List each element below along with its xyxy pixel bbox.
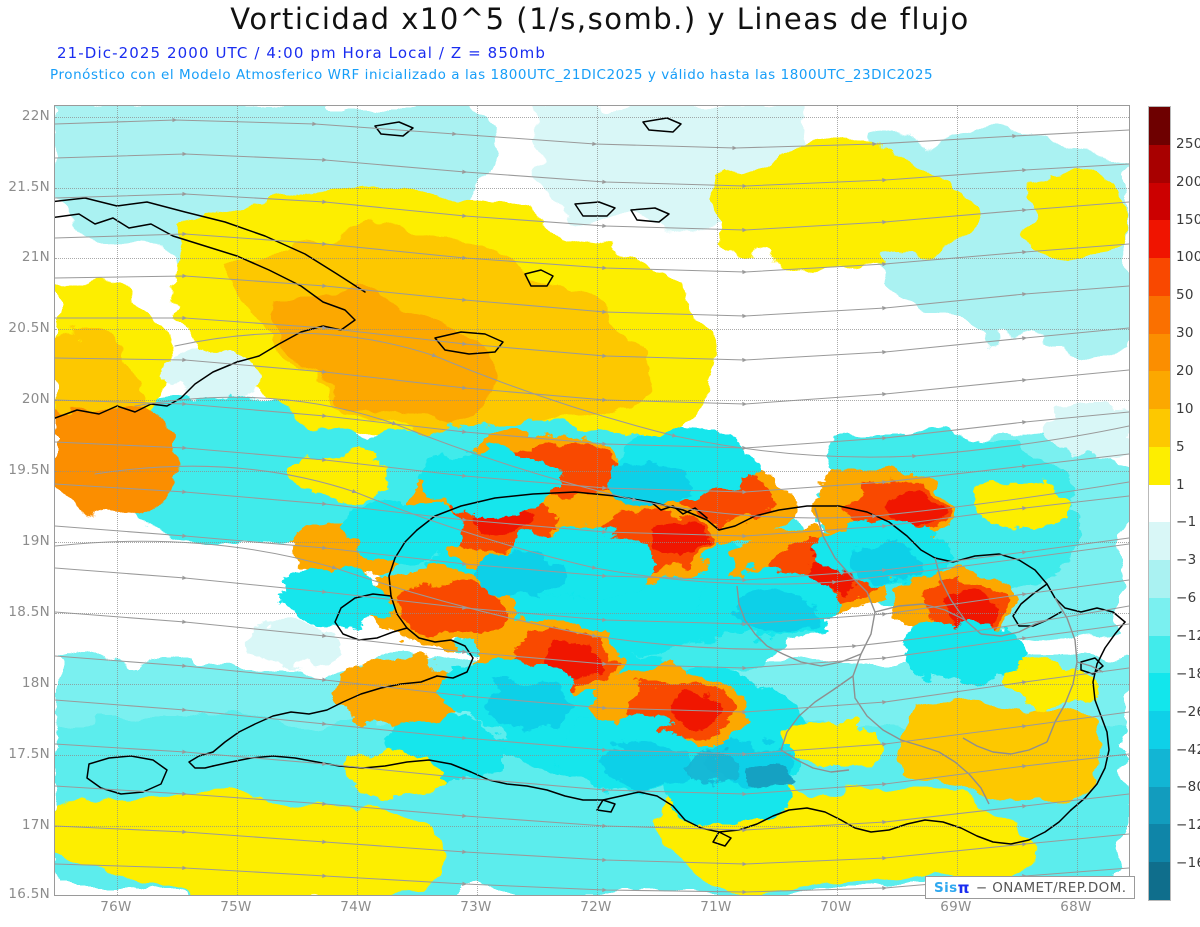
colorbar-tick-label: 150 <box>1176 211 1200 228</box>
colorbar-segment <box>1149 748 1170 787</box>
colorbar-segment <box>1149 597 1170 636</box>
colorbar-segment <box>1149 635 1170 674</box>
colorbar-segment <box>1149 258 1170 296</box>
colorbar-segment <box>1149 673 1170 711</box>
colorbar-segment <box>1149 824 1170 862</box>
subtitle-model-info: Pronóstico con el Modelo Atmosferico WRF… <box>50 67 934 83</box>
colorbar-tick-label: −12 <box>1176 628 1200 644</box>
ytick-16-5n: 16.5N <box>8 886 50 902</box>
colorbar-tick-label: 5 <box>1176 438 1185 455</box>
colorbar-tick-label: 100 <box>1176 249 1200 266</box>
ytick-18n: 18N <box>21 675 50 691</box>
colorbar-tick-label: 20 <box>1176 363 1194 379</box>
colorbar-segment <box>1149 862 1170 900</box>
colorbar-segment <box>1149 107 1170 145</box>
page-title: Vorticidad x10^5 (1/s,somb.) y Lineas de… <box>230 2 970 36</box>
xtick-75w: 75W <box>220 899 252 915</box>
ytick-21n: 21N <box>21 249 50 265</box>
attribution-org-name: ONAMET/REP.DOM. <box>992 879 1127 896</box>
colorbar-segment <box>1149 522 1170 560</box>
colorbar-tick-label: 50 <box>1176 287 1194 304</box>
ytick-18-5n: 18.5N <box>8 604 50 620</box>
colorbar-segment <box>1149 295 1170 334</box>
colorbar-segment <box>1149 220 1170 258</box>
colorbar-segment <box>1149 560 1170 598</box>
colorbar[interactable] <box>1148 106 1171 901</box>
ytick-20n: 20N <box>21 391 50 407</box>
colorbar-segment <box>1149 711 1170 749</box>
colorbar-tick-label: −80 <box>1176 779 1200 796</box>
subtitle-datetime: 21-Dic-2025 2000 UTC / 4:00 pm Hora Loca… <box>57 44 546 62</box>
xtick-73w: 73W <box>460 899 492 915</box>
ytick-19n: 19N <box>21 533 50 549</box>
xtick-68w: 68W <box>1060 899 1092 915</box>
ytick-22n: 22N <box>21 108 50 124</box>
map-plot-area[interactable] <box>54 105 1130 896</box>
vorticity-field <box>55 106 1129 895</box>
colorbar-tick-label: 30 <box>1176 325 1194 342</box>
colorbar-segment <box>1149 182 1170 221</box>
colorbar-segment <box>1149 144 1170 183</box>
colorbar-segment <box>1149 484 1170 523</box>
ytick-17n: 17N <box>21 817 50 833</box>
colorbar-tick-label: −42 <box>1176 741 1200 758</box>
attribution-separator: − <box>975 879 988 896</box>
colorbar-tick-label: −160 <box>1176 855 1200 872</box>
xtick-76w: 76W <box>100 899 132 915</box>
xtick-72w: 72W <box>580 899 612 915</box>
colorbar-tick-label: 250 <box>1176 135 1200 152</box>
colorbar-tick-label: −3 <box>1176 552 1197 569</box>
xtick-69w: 69W <box>940 899 972 915</box>
ytick-21-5n: 21.5N <box>8 179 50 195</box>
ytick-17-5n: 17.5N <box>8 746 50 762</box>
xtick-71w: 71W <box>700 899 732 915</box>
colorbar-tick-label: 10 <box>1176 400 1194 417</box>
colorbar-segment <box>1149 333 1170 372</box>
colorbar-tick-label: −18 <box>1176 665 1200 682</box>
colorbar-tick-label: −6 <box>1176 590 1197 607</box>
colorbar-segment <box>1149 786 1170 825</box>
xtick-74w: 74W <box>340 899 372 915</box>
colorbar-tick-label: 1 <box>1176 476 1185 493</box>
ytick-20-5n: 20.5N <box>8 320 50 336</box>
colorbar-segment <box>1149 446 1170 485</box>
colorbar-tick-label: −120 <box>1176 817 1200 834</box>
colorbar-segment <box>1149 409 1170 447</box>
sistt-logo-text: Sis <box>934 879 958 896</box>
attribution-org: − ONAMET/REP.DOM. <box>976 880 1127 896</box>
colorbar-tick-label: 200 <box>1176 173 1200 190</box>
colorbar-tick-label: −26 <box>1176 703 1200 720</box>
colorbar-tick-label: −1 <box>1176 514 1197 531</box>
ytick-19-5n: 19.5N <box>8 462 50 478</box>
attribution-badge: Sis π − ONAMET/REP.DOM. <box>925 876 1136 899</box>
xtick-70w: 70W <box>820 899 852 915</box>
colorbar-segment <box>1149 371 1170 409</box>
pi-icon: π <box>957 878 970 897</box>
